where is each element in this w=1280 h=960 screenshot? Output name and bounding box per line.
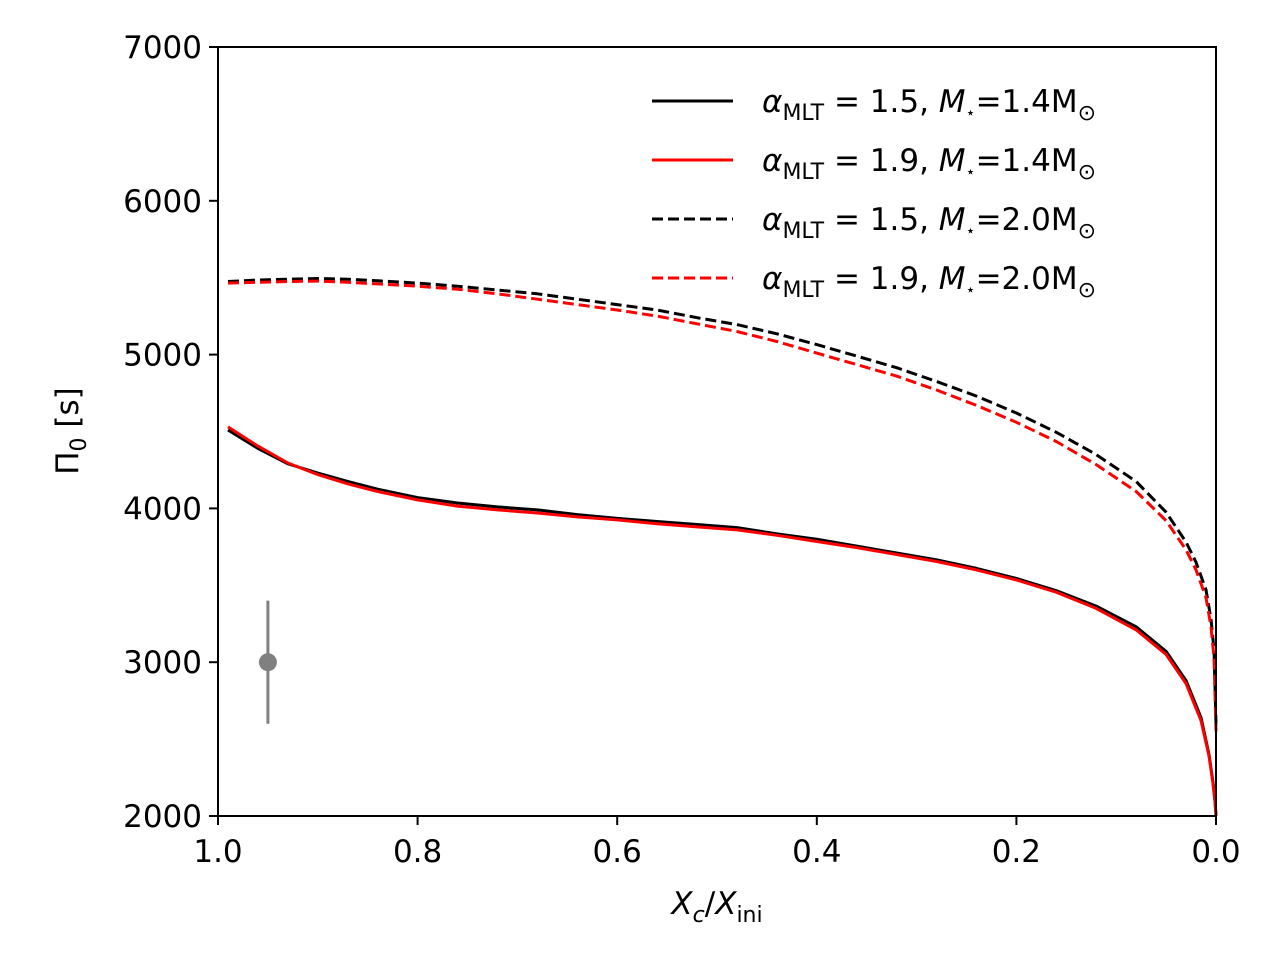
series-line-2 — [227, 425, 1218, 817]
x-label-sub1: c — [693, 903, 705, 928]
y-tick-label: 3000 — [123, 645, 202, 681]
error-point-marker — [258, 653, 277, 672]
legend-label-1: αMLT = 1.5, M⋆=1.4M⊙ — [762, 84, 1096, 126]
y-tick-label: 5000 — [123, 338, 202, 374]
y-label-unit: [s] — [50, 387, 86, 437]
series-line-4 — [227, 279, 1218, 732]
plot-frame — [217, 46, 1217, 817]
y-label-sub: 0 — [67, 437, 92, 451]
series-line-1 — [227, 428, 1218, 817]
series-layer — [227, 277, 1218, 817]
x-label-main: X — [669, 886, 693, 922]
x-label-sub2: ini — [736, 903, 762, 928]
error-point-layer — [258, 600, 277, 724]
legend: αMLT = 1.5, M⋆=1.4M⊙ αMLT = 1.9, M⋆=1.4M⊙… — [652, 84, 1096, 303]
y-label-main: Π — [50, 451, 86, 474]
x-axis: 1.0 0.8 0.6 0.4 0.2 0.0 — [193, 816, 1241, 870]
x-tick-label: 0.8 — [393, 834, 442, 870]
y-axis-label: Π0 [s] — [50, 387, 92, 475]
y-tick-label: 6000 — [123, 184, 202, 220]
legend-label-3: αMLT = 1.5, M⋆=2.0M⊙ — [762, 202, 1096, 244]
series-line-3 — [227, 277, 1218, 724]
legend-label-4: αMLT = 1.9, M⋆=2.0M⊙ — [762, 261, 1096, 303]
x-label-slash: / — [705, 886, 716, 922]
y-axis: 2000 3000 4000 5000 6000 7000 — [123, 30, 218, 835]
y-tick-label: 4000 — [123, 491, 202, 527]
x-tick-label: 1.0 — [193, 834, 242, 870]
y-tick-label: 2000 — [123, 799, 202, 835]
x-tick-label: 0.6 — [593, 834, 642, 870]
x-label-main2: X — [713, 886, 737, 922]
x-axis-label: Xc/Xini — [669, 886, 762, 928]
x-tick-label: 0.0 — [1191, 834, 1240, 870]
x-tick-label: 0.4 — [792, 834, 841, 870]
x-tick-label: 0.2 — [992, 834, 1041, 870]
legend-label-2: αMLT = 1.9, M⋆=1.4M⊙ — [762, 143, 1096, 185]
y-tick-label: 7000 — [123, 30, 202, 66]
